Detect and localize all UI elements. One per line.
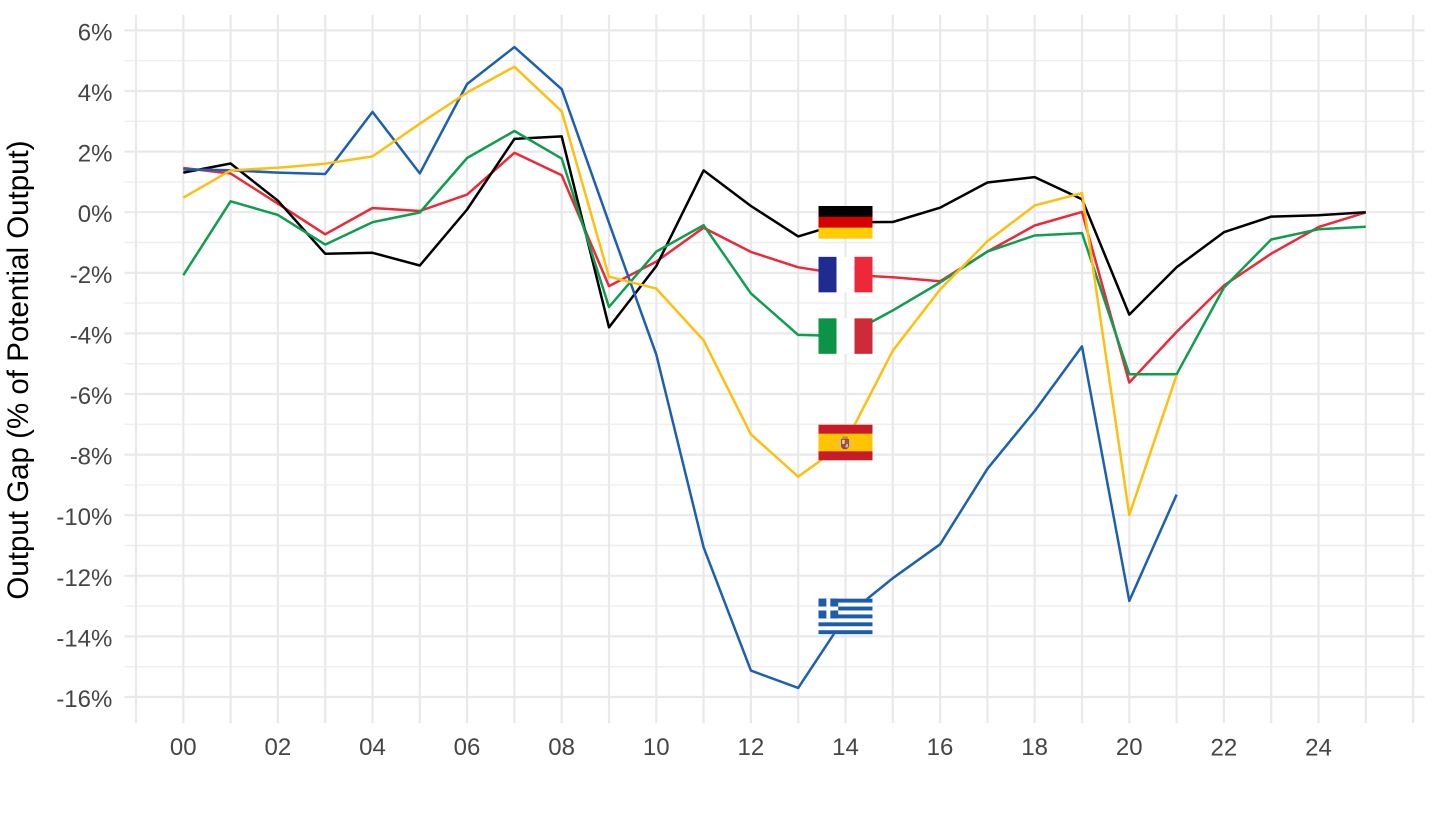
svg-text:08: 08 bbox=[548, 734, 575, 761]
svg-text:10: 10 bbox=[643, 734, 670, 761]
svg-text:2%: 2% bbox=[78, 141, 113, 168]
svg-text:-6%: -6% bbox=[70, 383, 113, 410]
svg-text:-14%: -14% bbox=[56, 625, 112, 652]
svg-text:0%: 0% bbox=[78, 201, 113, 228]
svg-text:00: 00 bbox=[170, 734, 197, 761]
svg-text:-4%: -4% bbox=[70, 322, 113, 349]
svg-text:22: 22 bbox=[1210, 734, 1237, 761]
svg-text:-12%: -12% bbox=[56, 565, 112, 592]
svg-text:-2%: -2% bbox=[70, 262, 113, 289]
svg-text:6%: 6% bbox=[78, 19, 113, 46]
svg-text:-16%: -16% bbox=[56, 686, 112, 713]
svg-text:Output Gap (% of Potential Out: Output Gap (% of Potential Output) bbox=[2, 140, 35, 599]
svg-text:4%: 4% bbox=[78, 80, 113, 107]
svg-text:16: 16 bbox=[927, 734, 954, 761]
svg-text:24: 24 bbox=[1305, 734, 1332, 761]
svg-text:14: 14 bbox=[832, 734, 859, 761]
svg-text:02: 02 bbox=[264, 734, 291, 761]
svg-text:-10%: -10% bbox=[56, 504, 112, 531]
svg-text:18: 18 bbox=[1021, 734, 1048, 761]
svg-text:20: 20 bbox=[1116, 734, 1143, 761]
svg-text:-8%: -8% bbox=[70, 444, 113, 471]
svg-text:06: 06 bbox=[454, 734, 481, 761]
svg-text:04: 04 bbox=[359, 734, 386, 761]
svg-text:12: 12 bbox=[737, 734, 764, 761]
